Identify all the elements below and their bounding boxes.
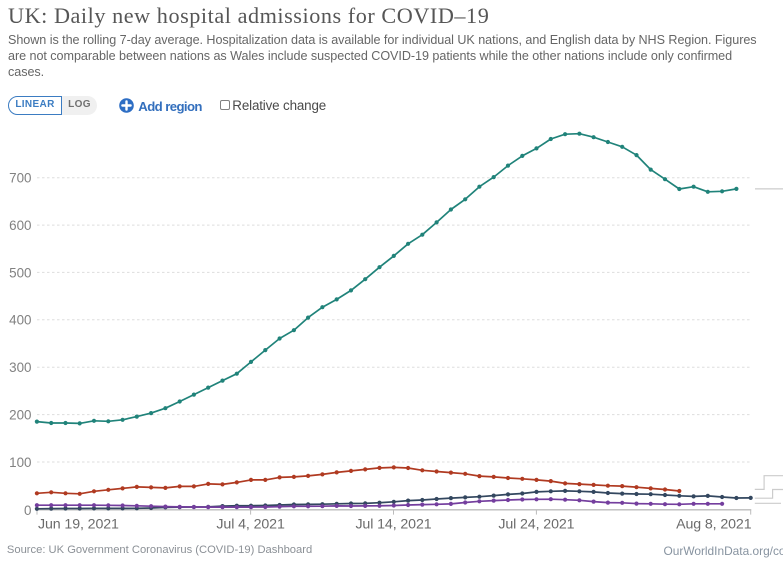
svg-text:700: 700 (9, 171, 31, 186)
svg-text:Jun 19, 2021: Jun 19, 2021 (38, 516, 119, 532)
svg-text:500: 500 (9, 265, 31, 280)
svg-text:200: 200 (9, 408, 31, 423)
svg-text:100: 100 (9, 455, 31, 470)
svg-text:Jul 24, 2021: Jul 24, 2021 (498, 516, 574, 532)
svg-text:400: 400 (9, 313, 31, 328)
svg-text:300: 300 (9, 360, 31, 375)
svg-text:Jul 14, 2021: Jul 14, 2021 (355, 516, 431, 532)
svg-text:Aug 8, 2021: Aug 8, 2021 (676, 516, 752, 532)
svg-text:0: 0 (24, 503, 31, 518)
svg-text:600: 600 (9, 218, 31, 233)
svg-text:Jul 4, 2021: Jul 4, 2021 (216, 516, 285, 532)
